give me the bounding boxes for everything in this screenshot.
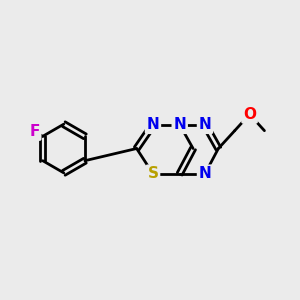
Text: N: N <box>199 117 212 132</box>
Text: N: N <box>173 117 186 132</box>
Text: F: F <box>29 124 40 139</box>
Text: S: S <box>148 166 158 181</box>
Text: O: O <box>243 107 256 122</box>
Text: N: N <box>199 166 212 181</box>
Text: N: N <box>147 117 159 132</box>
